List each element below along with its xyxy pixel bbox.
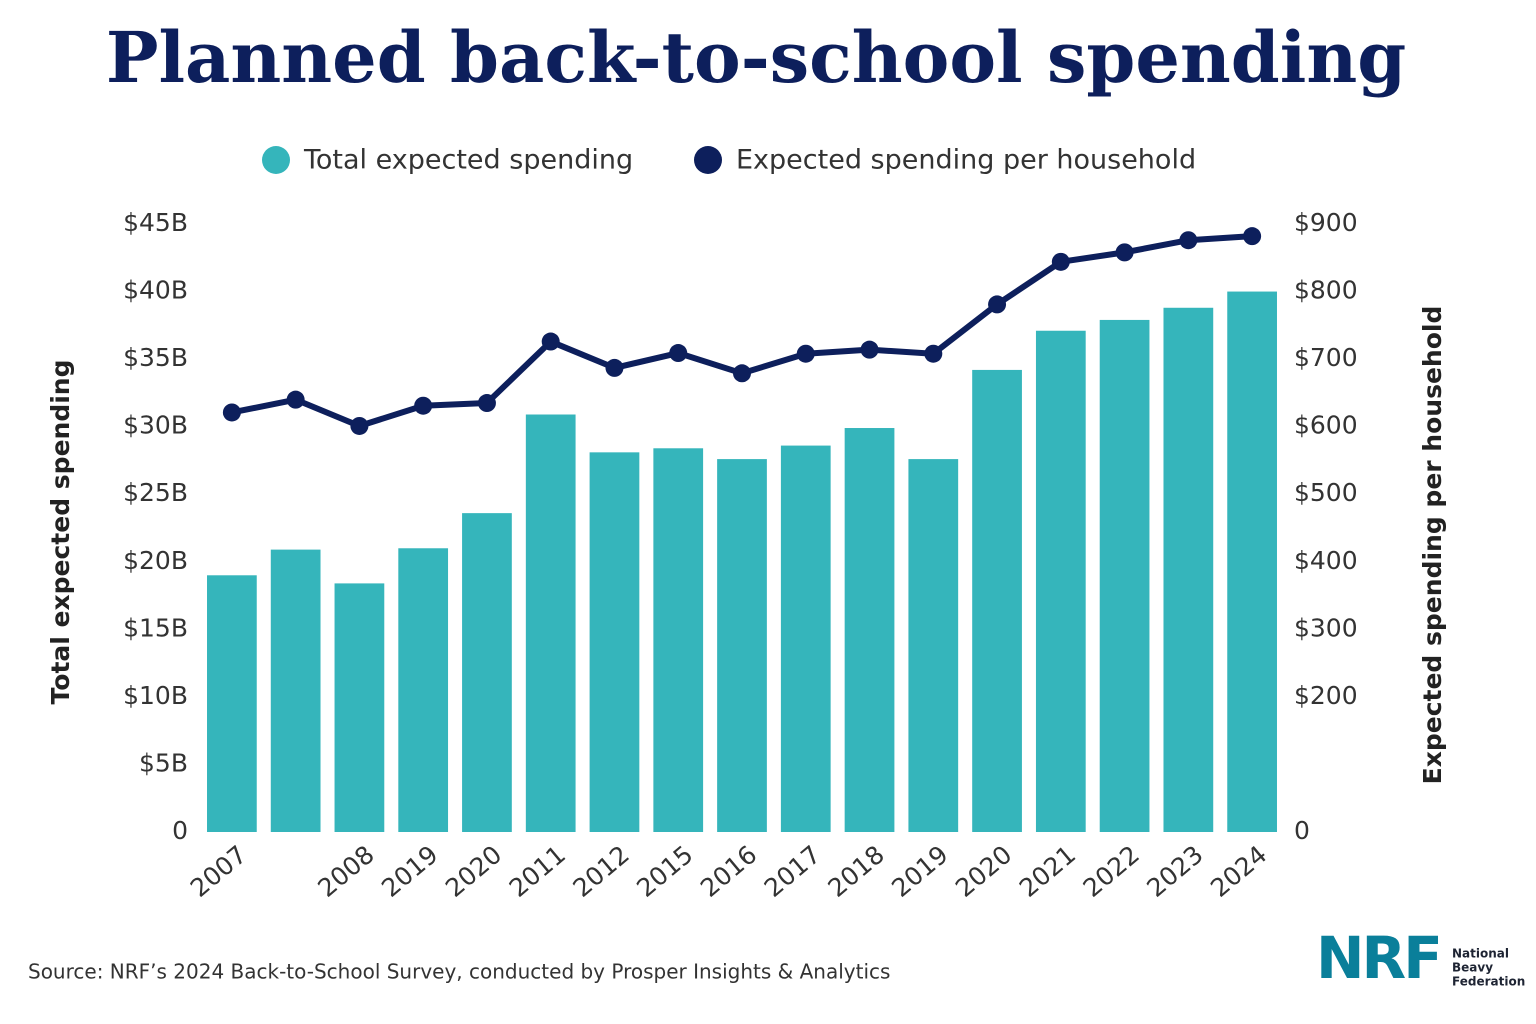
x-tick-label: 2011: [504, 840, 571, 903]
y-axis-label: Total expected spending: [46, 360, 75, 705]
x-tick-label: 2023: [1141, 840, 1208, 903]
y2-tick-label: $700: [1294, 343, 1358, 372]
logo-caption: Beavy: [1452, 961, 1493, 975]
y-tick-label: $20B: [123, 546, 188, 575]
y-tick-label: 0: [172, 816, 188, 845]
line-point: [733, 364, 751, 383]
bar: [1163, 307, 1214, 832]
line-point: [1115, 243, 1134, 262]
x-tick-label: 2015: [631, 840, 698, 903]
line-point: [414, 396, 433, 415]
line-point: [477, 394, 496, 413]
bar: [270, 549, 321, 832]
y-tick-label: $25B: [123, 478, 188, 507]
y-tick-label: $15B: [123, 613, 188, 642]
y2-tick-label: $300: [1294, 613, 1358, 642]
y2-tick-label: $500: [1294, 478, 1358, 507]
bar: [462, 513, 512, 832]
x-tick-label: 2021: [1014, 840, 1081, 903]
line-point: [1179, 231, 1198, 250]
line-point: [286, 390, 305, 409]
legend-marker: [262, 146, 290, 174]
y-tick-label: $30B: [123, 411, 188, 440]
bar: [653, 448, 704, 832]
chart-title: Planned back-to-school spending: [106, 16, 1406, 99]
x-tick-label: 2020: [440, 840, 507, 903]
legend-marker: [694, 146, 722, 174]
line: [231, 233, 1253, 429]
bar: [1227, 291, 1277, 832]
x-tick-label: 2007: [185, 840, 252, 903]
y-tick-label: $35B: [123, 343, 188, 372]
bar: [1035, 330, 1086, 832]
bar: [908, 459, 959, 832]
bar: [780, 445, 831, 832]
line-point: [1051, 252, 1070, 271]
x-tick-label: 2019: [376, 840, 443, 903]
y2-tick-label: $600: [1294, 411, 1358, 440]
x-tick-label: 2022: [1078, 840, 1145, 903]
line-point: [860, 340, 879, 359]
bar: [525, 414, 576, 832]
bar: [589, 452, 640, 832]
bar: [844, 428, 895, 832]
y-tick-label: $40B: [123, 276, 188, 305]
line-point: [988, 295, 1007, 314]
line-point: [1243, 227, 1262, 246]
y2-tick-label: $200: [1294, 681, 1358, 710]
x-tick-label: 2012: [567, 840, 634, 903]
source: Source: NRF’s 2024 Back-to-School Survey…: [28, 960, 890, 984]
bar: [398, 548, 449, 832]
logo-caption: Federation: [1452, 975, 1525, 989]
line-point: [669, 344, 688, 363]
bar: [1099, 319, 1150, 832]
line-point: [541, 332, 560, 351]
line-point: [924, 344, 943, 363]
y2-axis-label: Expected spending per household: [1418, 306, 1447, 785]
logo-caption: National: [1452, 947, 1509, 961]
x-tick-label: 2008: [312, 840, 379, 903]
line-point: [350, 416, 369, 435]
x-tick-label: 2018: [823, 840, 890, 903]
bar: [717, 459, 767, 832]
y-tick-label: $5B: [139, 748, 188, 777]
y2-tick-label: $900: [1294, 208, 1358, 237]
x-tick-label: 2024: [1205, 840, 1272, 903]
y-tick-label: $45B: [123, 208, 188, 237]
x-tick-label: 2020: [950, 840, 1017, 903]
y-tick-label: $10B: [123, 681, 188, 710]
y2-tick-label: 0: [1294, 816, 1310, 845]
bar: [334, 583, 385, 832]
line-point: [222, 403, 241, 422]
y2-tick-label: $400: [1294, 546, 1358, 575]
y2-tick-label: $800: [1294, 276, 1358, 305]
logo: NRF: [1316, 924, 1440, 992]
line-point: [605, 358, 624, 377]
x-tick-label: 2016: [695, 840, 762, 903]
x-tick-label: 2017: [759, 840, 826, 903]
bar: [972, 369, 1022, 832]
legend-label: Expected spending per household: [736, 145, 1196, 176]
x-tick-label: 2019: [886, 840, 953, 903]
bar: [207, 575, 257, 832]
legend-label: Total expected spending: [303, 145, 633, 176]
line-point: [796, 344, 815, 363]
